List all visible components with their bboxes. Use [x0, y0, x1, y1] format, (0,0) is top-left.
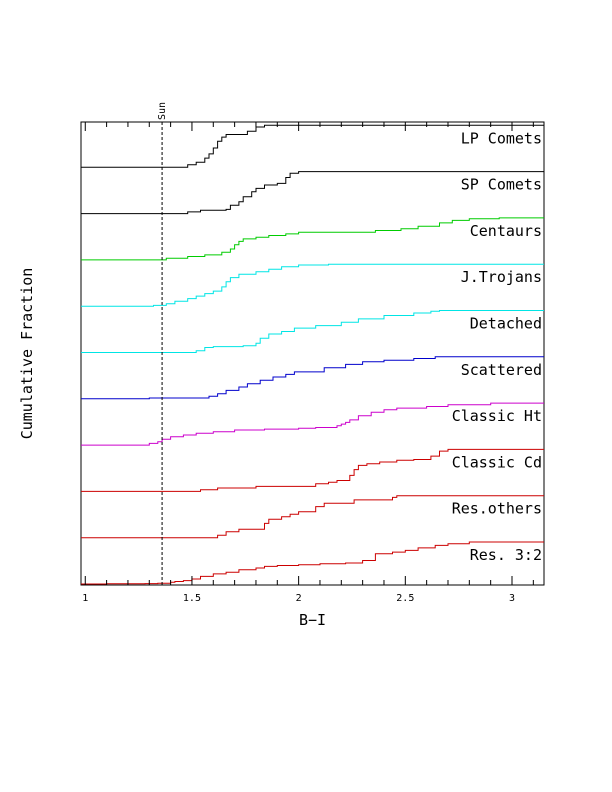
series-label: Detached — [470, 315, 542, 333]
x-tick-label: 3 — [509, 593, 515, 604]
sun-reference-label: Sun — [157, 102, 168, 120]
x-tick-label: 2 — [296, 593, 302, 604]
series-line-centaurs — [81, 217, 544, 261]
series-line-classic-ht — [81, 402, 544, 446]
series-label: LP Comets — [461, 129, 542, 147]
series-label: Res.others — [452, 500, 542, 518]
series-label: Classic Ht — [452, 407, 542, 425]
series-line-detached — [81, 310, 544, 353]
plot-frame — [80, 121, 545, 586]
series-label: Res. 3:2 — [470, 546, 542, 564]
x-tick-label: 1.5 — [183, 593, 201, 604]
x-tick-label: 2.5 — [396, 593, 414, 604]
x-tick-label: 1 — [82, 593, 88, 604]
y-axis-title: Cumulative Fraction — [18, 268, 36, 440]
series-line-lp-comets — [81, 124, 544, 168]
series-line-scattered — [81, 356, 544, 400]
series-line-j-trojans — [81, 263, 544, 307]
plot-border — [80, 121, 545, 586]
series-layer — [81, 124, 544, 585]
x-axis-title: B−I — [299, 611, 326, 629]
x-axis-ticks: 1 1.5 2 2.5 3 — [82, 122, 534, 604]
series-label: SP Comets — [461, 176, 542, 194]
series-label: Scattered — [461, 361, 542, 379]
series-line-res-others — [81, 495, 544, 539]
series-label: Centaurs — [470, 222, 542, 240]
series-line-classic-cd — [81, 448, 544, 492]
series-label: J.Trojans — [461, 268, 542, 286]
series-label: Classic Cd — [452, 453, 542, 471]
series-line-sp-comets — [81, 171, 544, 215]
series-line-res-3-2 — [81, 541, 544, 585]
series-labels: Res. 3:2 Res.others Classic Cd Classic Ht Sc… — [452, 129, 542, 564]
